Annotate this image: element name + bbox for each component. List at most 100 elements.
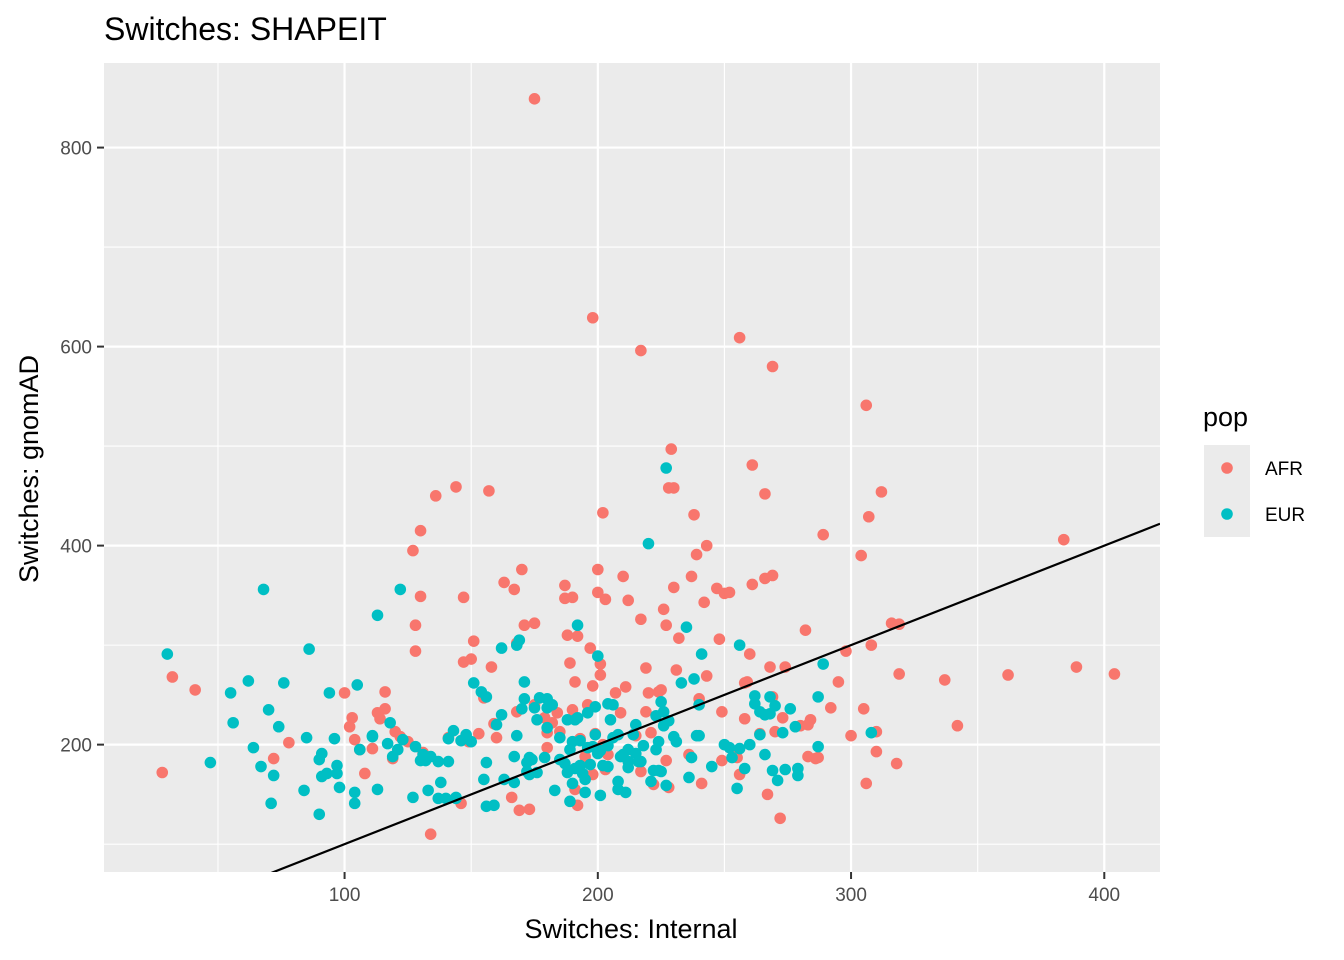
point-afr [586, 311, 599, 324]
point-afr [528, 93, 541, 105]
point-afr [695, 777, 708, 790]
point-eur [579, 773, 591, 786]
point-eur [776, 726, 789, 739]
data-points [156, 93, 1121, 840]
point-eur [528, 702, 541, 714]
point-eur [407, 791, 419, 804]
point-eur [574, 734, 586, 747]
point-eur [495, 708, 508, 721]
point-eur [265, 797, 277, 810]
point-eur [518, 693, 531, 705]
point-eur [508, 750, 521, 763]
point-afr [599, 593, 612, 606]
legend-title: pop [1203, 402, 1248, 432]
point-afr [655, 684, 667, 696]
point-eur [592, 650, 604, 662]
point-eur [384, 716, 396, 729]
point-afr [592, 563, 604, 576]
point-afr [716, 705, 728, 718]
point-eur [531, 713, 543, 726]
point-eur [645, 775, 657, 788]
point-afr [156, 766, 169, 779]
point-eur [303, 643, 315, 655]
point-afr [857, 703, 870, 715]
point-eur [321, 767, 333, 780]
point-eur [660, 462, 672, 474]
point-eur [571, 619, 584, 632]
point-eur [227, 716, 239, 729]
point-eur [300, 731, 313, 744]
point-afr [505, 791, 518, 804]
point-afr [690, 548, 703, 561]
point-afr [645, 726, 657, 739]
point-afr [343, 720, 356, 733]
point-eur [792, 769, 804, 782]
point-eur [637, 739, 650, 752]
point-eur [447, 724, 460, 737]
point-eur [513, 634, 526, 646]
point-afr [660, 754, 672, 767]
point-afr [860, 777, 873, 790]
point-afr [359, 767, 371, 780]
point-eur [688, 673, 700, 685]
point-afr [938, 674, 951, 686]
point-eur [749, 690, 761, 702]
point-eur [480, 756, 493, 769]
point-eur [566, 777, 579, 790]
point-afr [640, 662, 652, 674]
x-axis-ticks: 100 200 300 400 [329, 872, 1120, 906]
point-afr [561, 629, 574, 641]
point-eur [247, 741, 260, 754]
x-tick-label: 400 [1088, 885, 1120, 906]
point-afr [642, 687, 655, 699]
point-eur [731, 782, 743, 795]
point-eur [705, 760, 718, 773]
point-eur [328, 732, 341, 745]
point-eur [323, 687, 336, 699]
point-afr [764, 661, 776, 673]
point-afr [1108, 668, 1121, 680]
point-eur [381, 737, 394, 750]
point-afr [523, 803, 536, 816]
point-afr [379, 686, 391, 698]
point-afr [559, 579, 571, 592]
y-tick-label: 400 [60, 537, 92, 558]
point-eur [548, 784, 561, 797]
point-eur [371, 783, 384, 796]
point-eur [571, 711, 584, 724]
point-eur [652, 735, 665, 748]
point-afr [414, 524, 427, 537]
point-afr [685, 570, 698, 583]
point-eur [754, 728, 766, 741]
point-eur [622, 761, 635, 774]
point-afr [824, 702, 837, 714]
point-afr [832, 676, 845, 688]
point-eur [333, 781, 346, 794]
point-afr [817, 528, 829, 541]
point-afr [472, 727, 485, 740]
point-eur [817, 658, 829, 670]
y-tick-label: 600 [60, 338, 92, 359]
point-eur [262, 704, 275, 716]
point-eur [348, 786, 361, 799]
point-eur [564, 795, 576, 808]
point-eur [242, 675, 255, 687]
point-afr [465, 653, 477, 665]
y-tick-label: 200 [60, 736, 92, 757]
point-eur [738, 762, 751, 775]
point-afr [1057, 533, 1070, 546]
point-afr [450, 481, 462, 493]
point-eur [315, 747, 328, 760]
point-afr [812, 751, 824, 764]
point-eur [440, 792, 452, 805]
point-eur [371, 609, 384, 622]
point-eur [655, 765, 667, 778]
point-afr [716, 754, 728, 767]
point-afr [374, 712, 386, 725]
point-afr [407, 544, 419, 557]
point-afr [429, 490, 442, 502]
point-eur [526, 753, 538, 766]
point-afr [584, 642, 597, 654]
point-afr [746, 578, 759, 591]
point-afr [733, 331, 746, 344]
